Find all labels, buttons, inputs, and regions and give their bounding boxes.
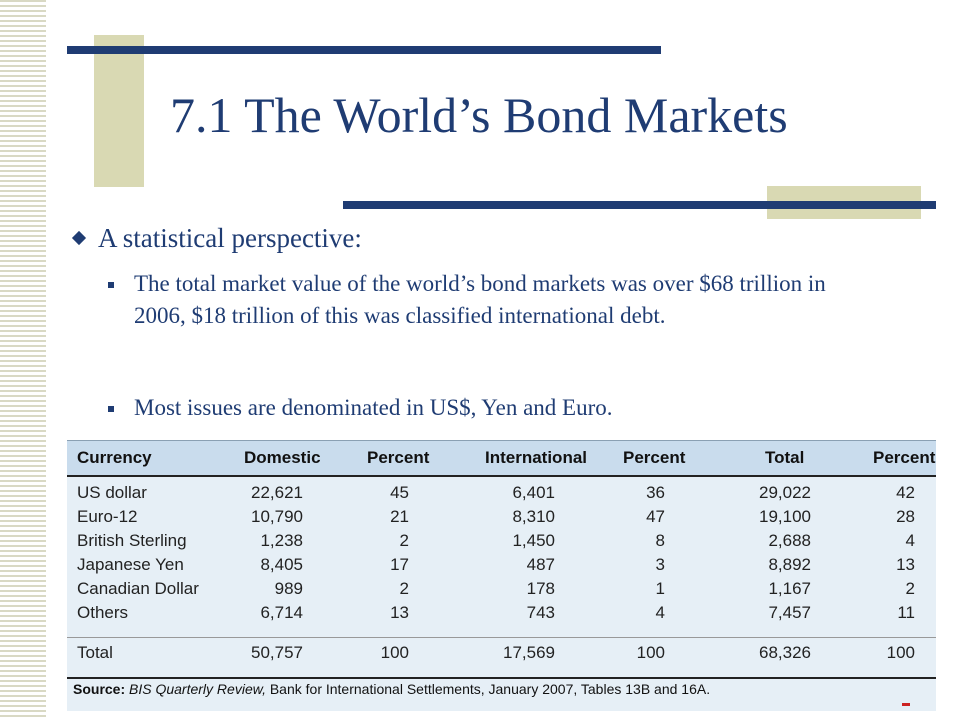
cell-percent-domestic: 17 xyxy=(390,555,409,574)
source-publication: BIS Quarterly Review, xyxy=(129,681,266,697)
cell-domestic: 8,405 xyxy=(260,555,303,574)
total-divider xyxy=(67,637,936,638)
table-source-note: Source: BIS Quarterly Review, Bank for I… xyxy=(73,681,710,697)
cell-percent-domestic: 13 xyxy=(390,603,409,622)
cell-international: 6,401 xyxy=(512,483,555,502)
cell-domestic: 10,790 xyxy=(251,507,303,526)
cell-international: 8,310 xyxy=(512,507,555,526)
slide-title: 7.1 The World’s Bond Markets xyxy=(170,87,788,143)
cell-currency: Euro-12 xyxy=(77,507,138,526)
total-percent-international: 100 xyxy=(636,643,665,662)
cell-percent-total: 2 xyxy=(905,579,915,598)
left-stripe-decoration xyxy=(0,0,46,720)
cell-currency: US dollar xyxy=(77,483,147,502)
sub-bullet-text: Most issues are denominated in US$, Yen … xyxy=(134,395,613,420)
total-domestic: 50,757 xyxy=(251,643,303,662)
cell-percent-international: 1 xyxy=(655,579,665,598)
header-currency: Currency xyxy=(77,448,152,467)
cell-total: 8,892 xyxy=(768,555,811,574)
square-bullet-icon xyxy=(108,406,114,412)
cell-domestic: 6,714 xyxy=(260,603,303,622)
square-bullet-icon xyxy=(108,282,114,288)
cell-total: 29,022 xyxy=(759,483,811,502)
cell-total: 7,457 xyxy=(768,603,811,622)
main-bullet: A statistical perspective: xyxy=(71,222,362,254)
cell-international: 487 xyxy=(526,555,555,574)
cell-domestic: 1,238 xyxy=(260,531,303,550)
cell-international: 743 xyxy=(526,603,555,622)
cell-currency: Others xyxy=(77,603,129,622)
cell-total: 19,100 xyxy=(759,507,811,526)
diamond-bullet-icon xyxy=(71,230,87,246)
cell-total: 2,688 xyxy=(768,531,811,550)
cell-percent-total: 28 xyxy=(896,507,915,526)
cell-currency: Japanese Yen xyxy=(77,555,184,574)
red-mark-decoration xyxy=(902,703,910,706)
decor-bar-right xyxy=(343,201,936,209)
total-international: 17,569 xyxy=(503,643,555,662)
header-domestic: Domestic xyxy=(244,448,321,467)
cell-currency: British Sterling xyxy=(77,531,187,550)
cell-currency: Canadian Dollar xyxy=(77,579,199,598)
cell-percent-total: 4 xyxy=(905,531,915,550)
cell-percent-international: 8 xyxy=(655,531,665,550)
cell-total: 1,167 xyxy=(768,579,811,598)
cell-percent-domestic: 2 xyxy=(399,531,409,550)
cell-percent-domestic: 21 xyxy=(390,507,409,526)
cell-international: 1,450 xyxy=(512,531,555,550)
sub-bullet-2: Most issues are denominated in US$, Yen … xyxy=(108,392,868,424)
sub-bullet-1: The total market value of the world’s bo… xyxy=(108,268,868,332)
cell-percent-total: 42 xyxy=(896,483,915,502)
bond-market-table: Currency Domestic Percent International … xyxy=(67,440,936,711)
header-percent-international: Percent xyxy=(623,448,686,467)
cell-percent-domestic: 45 xyxy=(390,483,409,502)
header-total: Total xyxy=(765,448,805,467)
cell-percent-domestic: 2 xyxy=(399,579,409,598)
cell-domestic: 22,621 xyxy=(251,483,303,502)
source-details: Bank for International Settlements, Janu… xyxy=(269,681,711,697)
table-bottom-divider xyxy=(67,677,936,679)
source-label: Source: xyxy=(73,681,126,697)
main-bullet-text: A statistical perspective: xyxy=(98,223,362,253)
header-percent-domestic: Percent xyxy=(367,448,430,467)
header-percent-total: Percent xyxy=(873,448,936,467)
cell-percent-international: 36 xyxy=(646,483,665,502)
sub-bullet-text: The total market value of the world’s bo… xyxy=(134,271,826,329)
total-total: 68,326 xyxy=(759,643,811,662)
total-currency: Total xyxy=(77,643,113,662)
decor-bar-top xyxy=(67,46,661,54)
cell-percent-international: 47 xyxy=(646,507,665,526)
cell-percent-international: 4 xyxy=(655,603,665,622)
cell-percent-total: 13 xyxy=(896,555,915,574)
table-header-row: Currency Domestic Percent International … xyxy=(67,441,936,477)
cell-percent-total: 11 xyxy=(897,603,915,622)
decor-block-top xyxy=(94,35,144,187)
cell-international: 178 xyxy=(526,579,555,598)
total-percent-total: 100 xyxy=(886,643,915,662)
cell-percent-international: 3 xyxy=(655,555,665,574)
total-percent-domestic: 100 xyxy=(380,643,409,662)
cell-domestic: 989 xyxy=(274,579,303,598)
header-international: International xyxy=(485,448,588,467)
